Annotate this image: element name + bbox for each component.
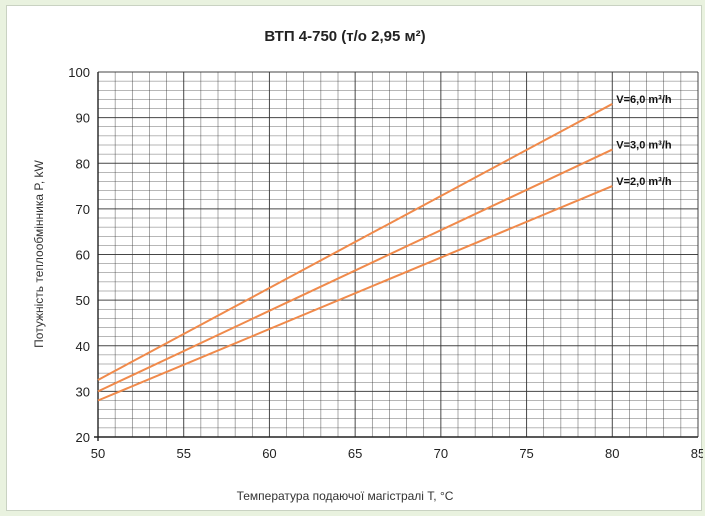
- series-label: V=6,0 m³/h: [616, 94, 672, 106]
- chart-frame: ВТП 4-750 (т/о 2,95 м²) 50 55 60 65 70 75 80 85…: [6, 5, 703, 511]
- y-tick-label: 20: [76, 430, 90, 445]
- x-tick-label: 55: [176, 446, 190, 461]
- x-tick-label: 70: [434, 446, 448, 461]
- x-tick-label: 75: [519, 446, 533, 461]
- x-axis-label: Температура подаючої магістралі T, °C: [237, 489, 454, 503]
- grid: [97, 71, 699, 438]
- series-line: [97, 185, 613, 402]
- axes: [94, 72, 698, 441]
- y-tick-label: 80: [76, 156, 90, 171]
- y-tick-label: 70: [76, 202, 90, 217]
- y-axis-label: Потужність теплообмінника P, kW: [32, 159, 46, 347]
- x-tick-label: 50: [91, 446, 105, 461]
- y-tick-label: 30: [76, 384, 90, 399]
- x-tick-label: 65: [348, 446, 362, 461]
- chart-svg: ВТП 4-750 (т/о 2,95 м²) 50 55 60 65 70 75 80 85…: [32, 28, 703, 503]
- series-label: V=2,0 m³/h: [616, 176, 672, 188]
- series-label: V=3,0 m³/h: [616, 140, 672, 152]
- x-tick-label: 85: [691, 446, 703, 461]
- y-tick-label: 50: [76, 293, 90, 308]
- x-tick-label: 60: [262, 446, 276, 461]
- chart-title: ВТП 4-750 (т/о 2,95 м²): [264, 28, 425, 45]
- y-tick-label: 40: [76, 339, 90, 354]
- y-tick-label: 100: [68, 65, 90, 80]
- y-tick-label: 60: [76, 248, 90, 263]
- series-line: [97, 148, 613, 393]
- series-line: [97, 103, 613, 381]
- y-tick-label: 90: [76, 111, 90, 126]
- tick-labels: 50 55 60 65 70 75 80 85 20 30 40 50 60 70 80 90 100 V=6,0…: [68, 65, 703, 461]
- x-tick-label: 80: [605, 446, 619, 461]
- series-lines: [97, 103, 613, 402]
